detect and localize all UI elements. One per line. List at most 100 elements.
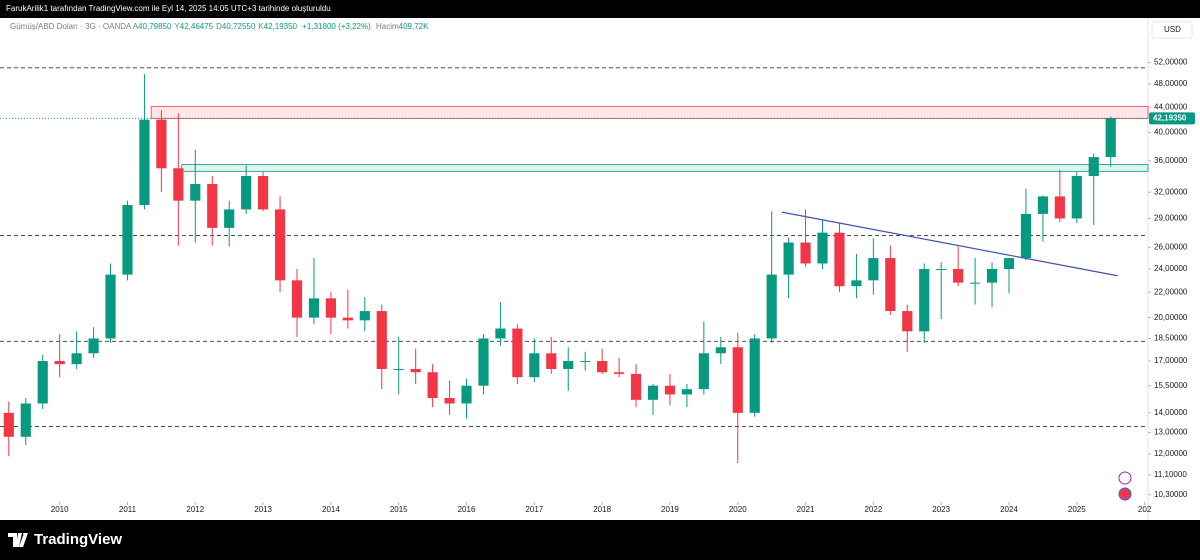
candle-body: [105, 274, 116, 339]
candle-body: [953, 268, 964, 283]
x-tick-label: 2017: [525, 505, 543, 514]
trendline: [781, 211, 1118, 277]
candle-body: [37, 361, 48, 404]
legend-value: 40,79850: [138, 22, 172, 31]
candle-body: [173, 168, 184, 201]
footer: TradingView: [0, 520, 1200, 560]
legend: Gümüş/ABD Doları · 3G · OANDA A40,79850 Y…: [10, 22, 431, 31]
event-icon[interactable]: [1118, 471, 1132, 485]
zone: [150, 106, 1149, 119]
y-tick-label: 12,00000: [1154, 449, 1188, 458]
candle-body: [325, 298, 336, 318]
logo: [8, 533, 28, 547]
candle-body: [427, 372, 438, 399]
candle-body: [597, 361, 608, 373]
candle-body: [766, 274, 777, 339]
candle-body: [817, 232, 828, 264]
candle-body: [241, 176, 252, 210]
candle-body: [919, 268, 930, 332]
candle-body: [647, 385, 659, 400]
legend-value: 42,19350: [263, 22, 298, 31]
candle-body: [902, 311, 913, 332]
flag-icon[interactable]: [1118, 487, 1132, 501]
chart: USD 52,00000 48,00000 44,00000 40,00000 36,0…: [0, 18, 1200, 520]
legend-value: 40,72550: [221, 22, 256, 31]
candle-body: [546, 353, 557, 369]
candle-body: [529, 353, 540, 378]
x-tick-label: 2019: [661, 505, 679, 514]
candle-body: [851, 280, 862, 287]
y-tick-label: 24,00000: [1154, 264, 1188, 273]
candle-body: [495, 328, 506, 339]
candle-body: [376, 311, 387, 369]
candle-body: [3, 412, 14, 437]
legend-key: D: [216, 22, 222, 31]
y-tick-label: 13,00000: [1154, 428, 1188, 437]
candle-body: [274, 209, 286, 281]
candle-body: [342, 317, 353, 321]
candle-body: [664, 385, 676, 395]
symbol: Gümüş/ABD Doları · 3G · OANDA: [10, 22, 131, 31]
y-tick-label: 18,50000: [1154, 334, 1188, 343]
candle-body: [970, 282, 981, 284]
candle-body: [478, 338, 489, 386]
candle-body: [681, 389, 692, 395]
x-tick-label: 2025: [1068, 505, 1086, 514]
x-tick-label: 2023: [932, 505, 950, 514]
candle-body: [139, 119, 150, 206]
y-tick-label: 20,00000: [1154, 313, 1188, 322]
x-tick-label: 2015: [390, 505, 408, 514]
x-tick-label: 2012: [186, 505, 204, 514]
candle-body: [54, 361, 65, 365]
change: +1,31800 (+3,22%): [302, 22, 371, 31]
x-tick-label: 2016: [458, 505, 476, 514]
candle-body: [986, 268, 998, 283]
last-price-label: 42,19350: [1153, 113, 1187, 122]
x-tick-label: 2013: [254, 505, 272, 514]
y-tick-label: 48,00000: [1154, 79, 1188, 88]
candle-body: [614, 372, 625, 374]
y-tick-label: 32,00000: [1154, 187, 1188, 196]
candle-body: [1054, 196, 1065, 219]
candle-body: [715, 347, 726, 354]
candle-body: [393, 368, 404, 370]
candle-body: [1088, 157, 1099, 177]
candle-body: [800, 242, 811, 264]
x-tick-label: 2014: [322, 505, 340, 514]
candle-body: [224, 209, 235, 228]
candle-body: [580, 361, 591, 363]
currency-box[interactable]: [1151, 21, 1193, 39]
candle-body: [207, 183, 218, 228]
candle-body: [359, 311, 370, 321]
candle-body: [71, 353, 82, 365]
candle-body: [410, 368, 421, 373]
legend-key: Y: [174, 22, 180, 31]
x-tick-label: 202: [1138, 505, 1152, 514]
x-tick-label: 2022: [864, 505, 882, 514]
candle-body: [122, 205, 133, 275]
candle-body: [868, 258, 879, 281]
x-tick-label: 2024: [1000, 505, 1018, 514]
x-tick-label: 2018: [593, 505, 611, 514]
candle-body: [20, 403, 31, 437]
y-tick-label: 17,00000: [1154, 356, 1188, 365]
candle-body: [1003, 258, 1015, 269]
last-price-box: [1149, 112, 1195, 125]
legend-value: 42,46475: [179, 22, 214, 31]
x-tick-label: 2020: [729, 505, 747, 514]
currency: USD: [1164, 25, 1181, 34]
y-tick-label: 22,00000: [1154, 287, 1188, 296]
price-axis-panel: [1148, 18, 1200, 520]
y-tick-label: 26,00000: [1154, 243, 1188, 252]
candle-body: [1071, 176, 1082, 219]
candle-body: [461, 385, 472, 404]
attribution: FarukArilik1 tarafından TradingView.com …: [0, 0, 1200, 18]
y-tick-label: 29,00000: [1154, 214, 1188, 223]
candle-body: [834, 232, 845, 287]
y-tick-label: 40,00000: [1154, 128, 1188, 137]
x-tick-label: 2010: [51, 505, 69, 514]
legend-key: A: [132, 22, 139, 31]
zone: [181, 164, 1149, 172]
y-tick-label: 44,00000: [1154, 102, 1188, 111]
